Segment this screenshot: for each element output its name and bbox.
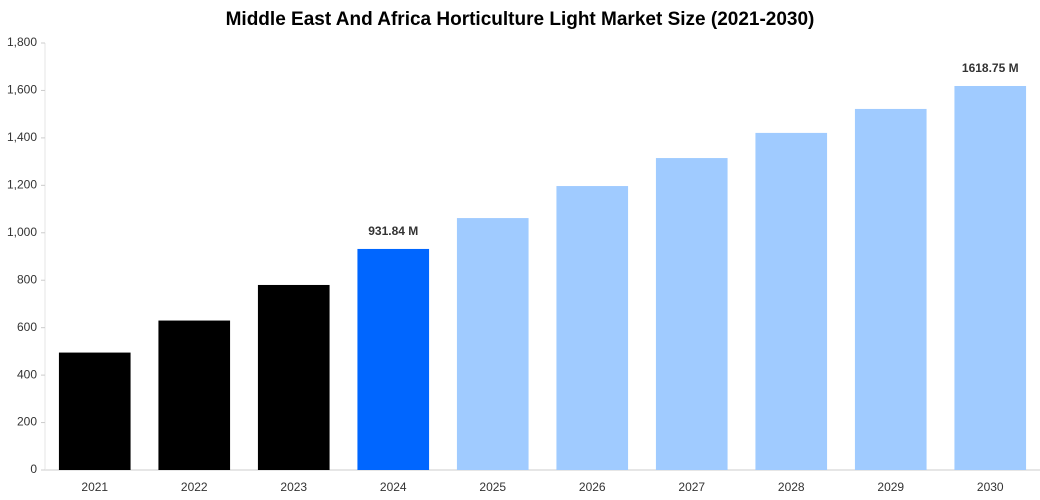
bar bbox=[456, 218, 529, 470]
bar bbox=[58, 352, 131, 470]
x-tick-label: 2029 bbox=[877, 480, 904, 494]
x-tick-label: 2022 bbox=[181, 480, 208, 494]
y-tick-label: 0 bbox=[30, 462, 37, 476]
y-tick-label: 600 bbox=[17, 320, 37, 334]
y-tick-label: 1,200 bbox=[7, 178, 37, 192]
bar bbox=[257, 284, 330, 470]
y-tick-label: 800 bbox=[17, 272, 37, 286]
bar bbox=[158, 320, 231, 470]
value-label: 931.84 M bbox=[368, 224, 418, 238]
bar bbox=[655, 158, 728, 470]
y-tick-label: 1,600 bbox=[7, 83, 37, 97]
x-tick-label: 2024 bbox=[380, 480, 407, 494]
bar bbox=[755, 132, 828, 470]
x-tick-label: 2026 bbox=[579, 480, 606, 494]
y-tick-label: 1,800 bbox=[7, 35, 37, 49]
x-tick-label: 2021 bbox=[81, 480, 108, 494]
bar bbox=[854, 108, 927, 470]
value-label: 1618.75 M bbox=[962, 61, 1019, 75]
bar bbox=[556, 186, 629, 471]
x-tick-label: 2028 bbox=[778, 480, 805, 494]
bar bbox=[357, 248, 430, 470]
x-tick-label: 2030 bbox=[977, 480, 1004, 494]
y-tick-label: 400 bbox=[17, 367, 37, 381]
y-tick-label: 1,000 bbox=[7, 225, 37, 239]
chart-title: Middle East And Africa Horticulture Ligh… bbox=[226, 9, 815, 30]
x-tick-label: 2025 bbox=[479, 480, 506, 494]
y-tick-label: 1,400 bbox=[7, 130, 37, 144]
bar bbox=[954, 85, 1027, 471]
x-tick-label: 2023 bbox=[280, 480, 307, 494]
y-tick-label: 200 bbox=[17, 415, 37, 429]
x-tick-label: 2027 bbox=[678, 480, 705, 494]
